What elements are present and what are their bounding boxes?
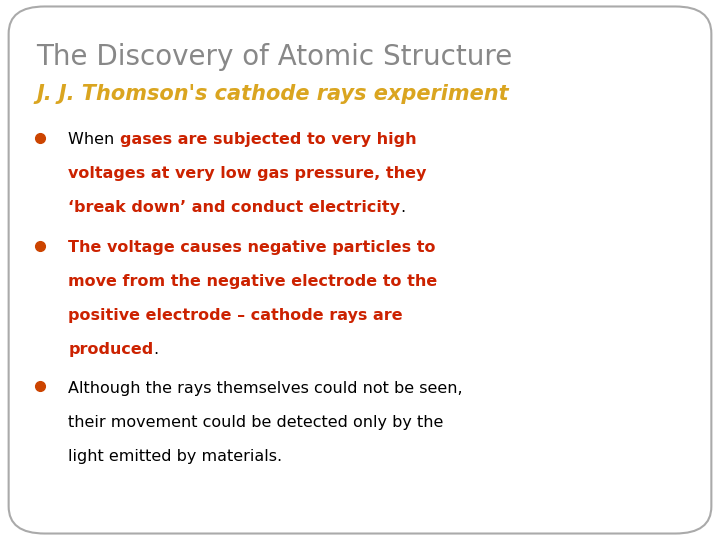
- Text: ‘break down’ and conduct electricity: ‘break down’ and conduct electricity: [68, 200, 400, 215]
- Text: move from the negative electrode to the: move from the negative electrode to the: [68, 274, 438, 289]
- Text: light emitted by materials.: light emitted by materials.: [68, 449, 282, 464]
- Text: .: .: [153, 342, 159, 357]
- Text: their movement could be detected only by the: their movement could be detected only by…: [68, 415, 444, 430]
- FancyBboxPatch shape: [9, 6, 711, 534]
- Text: positive electrode – cathode rays are: positive electrode – cathode rays are: [68, 308, 403, 323]
- Text: The voltage causes negative particles to: The voltage causes negative particles to: [68, 240, 436, 255]
- Text: The Discovery of Atomic Structure: The Discovery of Atomic Structure: [36, 43, 512, 71]
- Text: produced: produced: [68, 342, 153, 357]
- Text: gases are subjected to very high: gases are subjected to very high: [120, 132, 416, 147]
- Text: .: .: [400, 200, 405, 215]
- Text: When: When: [68, 132, 120, 147]
- Text: J. J. Thomson's cathode rays experiment: J. J. Thomson's cathode rays experiment: [36, 84, 508, 104]
- Text: Although the rays themselves could not be seen,: Although the rays themselves could not b…: [68, 381, 463, 396]
- Text: voltages at very low gas pressure, they: voltages at very low gas pressure, they: [68, 166, 427, 181]
